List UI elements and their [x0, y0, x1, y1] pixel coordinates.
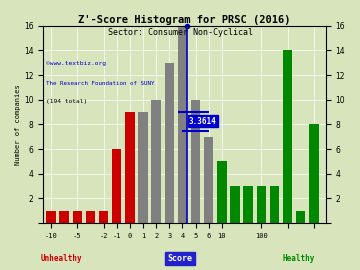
- Text: (194 total): (194 total): [46, 99, 87, 104]
- Bar: [230, 186, 240, 223]
- Bar: [59, 211, 69, 223]
- Text: Unhealthy: Unhealthy: [40, 254, 82, 263]
- Text: Sector: Consumer Non-Cyclical: Sector: Consumer Non-Cyclical: [108, 28, 252, 37]
- Bar: [165, 63, 174, 223]
- Bar: [217, 161, 226, 223]
- Bar: [125, 112, 135, 223]
- Bar: [99, 211, 108, 223]
- Bar: [46, 211, 56, 223]
- Bar: [309, 124, 319, 223]
- Bar: [112, 149, 121, 223]
- Bar: [204, 137, 213, 223]
- Bar: [243, 186, 253, 223]
- Bar: [296, 211, 305, 223]
- Text: ©www.textbiz.org: ©www.textbiz.org: [46, 61, 106, 66]
- Y-axis label: Number of companies: Number of companies: [15, 84, 21, 165]
- Text: The Research Foundation of SUNY: The Research Foundation of SUNY: [46, 81, 154, 86]
- Bar: [191, 100, 200, 223]
- Text: 3.3614: 3.3614: [189, 117, 217, 126]
- Bar: [73, 211, 82, 223]
- Text: Healthy: Healthy: [283, 254, 315, 263]
- Bar: [257, 186, 266, 223]
- Text: Score: Score: [167, 254, 193, 263]
- Bar: [270, 186, 279, 223]
- Bar: [152, 100, 161, 223]
- Bar: [138, 112, 148, 223]
- Title: Z'-Score Histogram for PRSC (2016): Z'-Score Histogram for PRSC (2016): [78, 15, 291, 25]
- Bar: [86, 211, 95, 223]
- Bar: [283, 50, 292, 223]
- Bar: [178, 26, 187, 223]
